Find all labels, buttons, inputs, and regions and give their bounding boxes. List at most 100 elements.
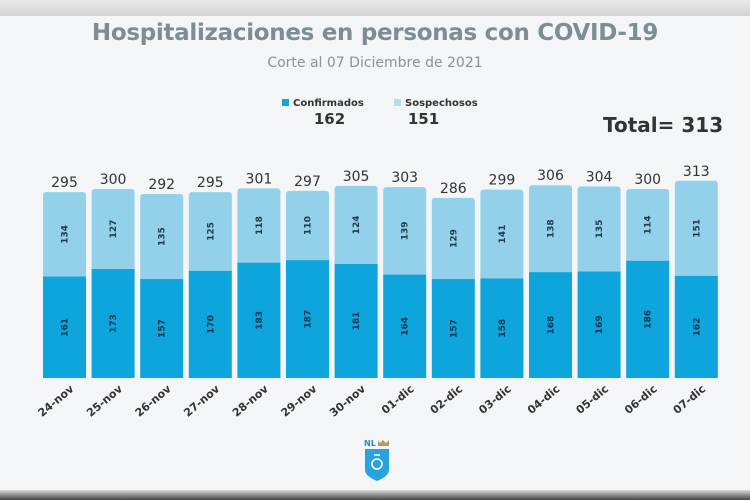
total-label: 305 [343,169,370,185]
data-label-sospechosos: 129 [449,229,459,248]
total-label: 300 [100,172,127,188]
total-label: 292 [148,177,175,193]
bar-sospechosos [91,189,135,274]
total-label: Total= 313 [603,113,724,137]
total-label: 304 [586,169,613,185]
svg-text:NL: NL [364,439,376,448]
bar-sospechosos [577,186,621,276]
total-label: 286 [440,181,467,197]
bar-sospechosos [188,192,232,275]
x-tick-label: 06-dic [622,382,660,416]
x-tick-label: 25-nov [84,382,125,420]
legend-item-confirmados: Confirmados 162 [282,98,377,128]
bar-sospechosos [383,187,427,279]
data-label-confirmados: 181 [352,312,362,331]
bar-confirmados [626,260,670,378]
bar-sospechosos [140,194,184,284]
data-label-sospechosos: 134 [61,225,71,244]
bar-confirmados [43,276,86,378]
x-tick-label: 02-dic [428,382,466,416]
bar-confirmados [237,262,281,378]
data-label-confirmados: 164 [401,317,411,336]
bar-sospechosos [286,190,329,265]
data-label-sospechosos: 124 [352,216,362,235]
bar-sospechosos [334,185,378,268]
bar-confirmados [140,279,184,378]
legend-swatch-sospechosos [394,99,401,106]
data-label-sospechosos: 139 [401,221,411,240]
bar-sospechosos [529,185,572,277]
x-tick-label: 04-dic [525,382,563,416]
legend-value-sospechosos: 151 [407,110,440,128]
bar-confirmados [480,278,524,378]
data-label-confirmados: 161 [61,318,71,337]
legend-value-confirmados: 162 [313,110,346,128]
total-label: 297 [294,174,321,190]
data-label-sospechosos: 127 [109,220,119,239]
bar-confirmados [188,270,232,378]
data-label-confirmados: 162 [692,318,702,337]
total-label: 313 [683,164,710,180]
chart-subtitle: Corte al 07 Diciembre de 2021 [267,55,483,71]
data-label-confirmados: 157 [158,319,168,338]
x-tick-label: 01-dic [379,382,417,416]
bar-confirmados [383,274,427,378]
bar-confirmados [674,275,718,378]
total-label: 300 [634,172,661,188]
data-label-sospechosos: 135 [158,227,168,246]
data-label-confirmados: 186 [644,310,654,329]
bar-confirmados [334,263,378,378]
bar-sospechosos [674,180,718,280]
legend-swatch-confirmados [282,99,289,106]
x-tick-label: 03-dic [476,382,514,416]
legend-label: Sospechosos [405,98,478,109]
data-label-sospechosos: 138 [547,219,557,238]
x-tick-label: 28-nov [230,382,271,420]
x-tick-label: 05-dic [574,382,612,416]
data-label-confirmados: 157 [449,319,459,338]
total-label: 306 [537,168,564,184]
total-label: 301 [246,171,273,187]
total-label: 299 [489,173,516,189]
x-tick-label: 24-nov [36,382,77,420]
data-label-sospechosos: 110 [304,216,314,235]
x-tick-label: 07-dic [671,382,709,416]
bar-sospechosos [237,188,281,267]
data-label-confirmados: 168 [547,316,557,335]
bar-confirmados [577,271,621,378]
shield-icon: NL [364,439,389,481]
total-label: 295 [51,175,78,191]
window-bottom-bar [0,490,750,500]
data-label-sospechosos: 135 [595,220,605,239]
data-label-sospechosos: 118 [255,216,265,235]
legend-item-sospechosos: Sospechosos 151 [394,98,489,128]
chart-title: Hospitalizaciones en personas con COVID-… [91,20,659,46]
x-tick-label: 30-nov [327,382,368,420]
total-label: 303 [391,170,418,186]
window-top-bar [0,0,750,16]
data-label-confirmados: 158 [498,319,508,338]
bar-confirmados [91,269,135,378]
data-label-confirmados: 170 [206,315,216,334]
total-label: 295 [197,175,224,191]
x-tick-label: 27-nov [181,382,222,420]
bar-sospechosos [43,192,86,281]
bar-sospechosos [626,189,670,265]
bar-confirmados [529,272,572,378]
data-label-sospechosos: 114 [644,216,654,235]
data-label-sospechosos: 125 [206,222,216,241]
data-label-sospechosos: 151 [692,219,702,238]
x-tick-label: 29-nov [279,382,320,420]
data-label-confirmados: 173 [109,314,119,333]
data-label-confirmados: 183 [255,311,265,330]
bar-confirmados [286,260,329,378]
bar-sospechosos [480,189,524,283]
bar-sospechosos [431,197,475,284]
x-tick-label: 26-nov [133,382,174,420]
data-label-confirmados: 187 [304,310,314,329]
data-label-confirmados: 169 [595,315,605,334]
data-label-sospechosos: 141 [498,225,508,244]
legend-label: Confirmados [293,98,364,109]
bar-confirmados [431,279,475,378]
